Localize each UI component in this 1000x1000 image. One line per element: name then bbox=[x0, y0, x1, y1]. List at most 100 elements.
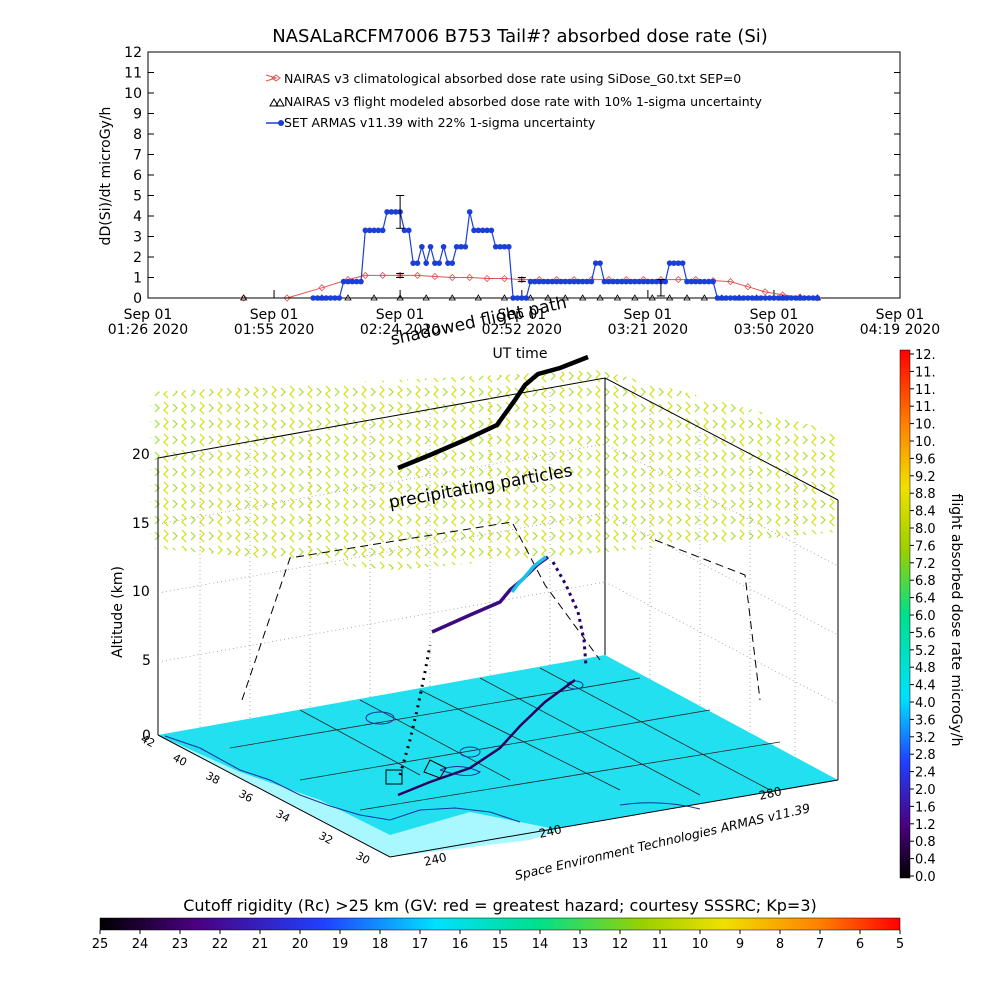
data-point bbox=[710, 278, 716, 285]
latitude-tick-label: 38 bbox=[204, 769, 222, 787]
x-tick-label-date: Sep 01 bbox=[876, 307, 925, 323]
data-point bbox=[792, 295, 799, 301]
y-tick-label: 6 bbox=[133, 168, 142, 184]
rigidity-colorbar: Cutoff rigidity (Rc) >25 km (GV: red = g… bbox=[92, 896, 904, 952]
data-point bbox=[349, 278, 356, 285]
y-tick-label: 9 bbox=[133, 107, 142, 123]
x-tick-label-date: Sep 01 bbox=[250, 307, 299, 323]
data-point bbox=[714, 295, 721, 301]
data-point bbox=[336, 295, 343, 301]
rigidity-tick-label: 25 bbox=[92, 937, 109, 952]
ocean-region bbox=[158, 735, 560, 857]
data-point bbox=[784, 295, 790, 301]
x-tick-label-time: 03:50 2020 bbox=[734, 322, 814, 338]
data-point bbox=[566, 278, 573, 285]
rigidity-tick-label: 22 bbox=[212, 937, 229, 952]
longitude-ticks: 240 240 280 bbox=[423, 784, 783, 869]
data-point bbox=[666, 260, 673, 266]
dose-tick-label: 1.6 bbox=[915, 800, 936, 815]
data-point bbox=[766, 295, 773, 301]
data-point bbox=[344, 294, 352, 301]
data-point bbox=[501, 243, 508, 250]
data-point bbox=[371, 227, 377, 234]
data-point bbox=[562, 278, 569, 285]
state-borders bbox=[229, 667, 781, 811]
data-point bbox=[623, 278, 629, 285]
data-point bbox=[561, 294, 570, 301]
data-point bbox=[645, 278, 651, 285]
data-point bbox=[761, 288, 769, 296]
dose-tick-label: 4.8 bbox=[915, 661, 936, 676]
x-tick-label-date: Sep 01 bbox=[124, 307, 173, 323]
data-point bbox=[466, 209, 473, 215]
data-point bbox=[805, 295, 812, 301]
rigidity-tick-label: 9 bbox=[736, 937, 744, 952]
dose-tick-label: 11. bbox=[915, 400, 936, 415]
data-point bbox=[527, 278, 534, 285]
data-point bbox=[632, 278, 638, 285]
rigidity-tick-label: 17 bbox=[412, 937, 429, 952]
data-point bbox=[492, 243, 499, 250]
data-point bbox=[779, 295, 786, 301]
longitude-tick-label: 240 bbox=[423, 850, 448, 869]
dose-tick-label: 2.8 bbox=[915, 748, 936, 763]
dose-tick-label: 7.6 bbox=[915, 539, 936, 554]
data-point bbox=[353, 278, 360, 285]
shadowed-flight-path-elevated bbox=[397, 354, 589, 471]
dose-tick-label: 2.4 bbox=[915, 766, 936, 781]
x-tick-label-date: Sep 01 bbox=[624, 307, 673, 323]
data-point bbox=[413, 271, 422, 280]
data-point bbox=[718, 295, 725, 301]
data-point bbox=[526, 294, 535, 301]
data-point bbox=[648, 294, 656, 301]
data-point bbox=[797, 295, 803, 301]
rigidity-tick-label: 15 bbox=[492, 937, 509, 952]
rigidity-tick-label: 7 bbox=[816, 937, 824, 952]
latitude-tick-label: 34 bbox=[274, 807, 292, 825]
data-point bbox=[448, 273, 456, 282]
data-point bbox=[388, 209, 395, 215]
data-point bbox=[544, 294, 552, 301]
dose-tick-label: 3.2 bbox=[915, 731, 936, 746]
rigidity-colorbar-ticks: 25 24 23 22 21 20 19 18 17 16 15 14 13 12 11 10 9 8 7 6 5 bbox=[92, 930, 904, 952]
latitude-ticks: 42 40 38 36 34 32 30 bbox=[139, 732, 372, 867]
data-point bbox=[700, 294, 709, 301]
data-point bbox=[453, 243, 460, 250]
y-tick-label: 11 bbox=[124, 66, 142, 82]
x-tick-label-time: 01:55 2020 bbox=[234, 322, 314, 338]
data-point bbox=[384, 209, 390, 215]
data-point bbox=[500, 274, 509, 283]
shadowed-flight-path-ground bbox=[397, 678, 576, 797]
data-point bbox=[448, 294, 456, 301]
plot-frame bbox=[147, 51, 901, 299]
y-tick-label: 2 bbox=[133, 250, 142, 266]
data-point bbox=[540, 278, 547, 285]
data-point bbox=[319, 295, 325, 301]
latitude-tick-label: 36 bbox=[237, 787, 255, 805]
data-point bbox=[636, 278, 642, 285]
data-point bbox=[597, 260, 603, 266]
x-tick-label-time: 01:26 2020 bbox=[108, 322, 188, 338]
x-tick-label-date: Sep 01 bbox=[376, 307, 425, 323]
data-point bbox=[239, 294, 248, 301]
dose-tick-label: 6.8 bbox=[915, 574, 936, 589]
x-tick-label-date: Sep 01 bbox=[497, 307, 546, 323]
data-point bbox=[736, 295, 742, 301]
data-point bbox=[392, 209, 399, 215]
data-point bbox=[323, 295, 330, 301]
data-point bbox=[745, 295, 751, 301]
dose-tick-label: 11. bbox=[915, 365, 936, 380]
dose-colorbar-ticks: 0.0 0.4 0.8 1.2 1.6 2.0 2.4 2.8 3.2 3.6 4.0 4.4 4.8 5… bbox=[910, 348, 936, 885]
data-point bbox=[479, 227, 486, 234]
y-axis-label: dD(Si)/dt microGy/h bbox=[98, 107, 114, 246]
y-tick-label: 12 bbox=[124, 45, 142, 61]
dose-tick-label: 6.4 bbox=[915, 592, 936, 607]
data-point bbox=[545, 278, 551, 285]
data-point bbox=[483, 274, 491, 283]
data-point bbox=[683, 294, 691, 301]
data-point bbox=[588, 278, 595, 285]
flight-trajectory-descent bbox=[551, 561, 588, 667]
precipitating-particles-field bbox=[150, 370, 838, 570]
altitude-tick-label: 5 bbox=[142, 653, 151, 669]
